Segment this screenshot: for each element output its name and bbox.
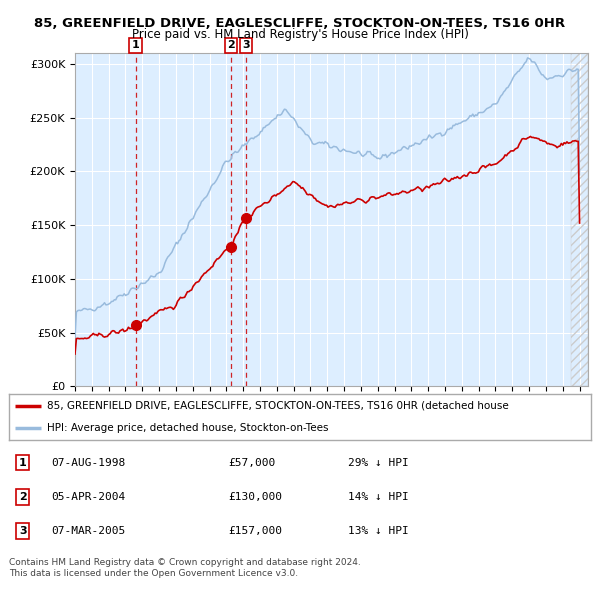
Text: 07-AUG-1998: 07-AUG-1998 [51, 458, 125, 467]
Text: 1: 1 [19, 458, 26, 467]
Text: £157,000: £157,000 [228, 526, 282, 536]
Text: 14% ↓ HPI: 14% ↓ HPI [348, 492, 409, 502]
Text: £130,000: £130,000 [228, 492, 282, 502]
Text: 2: 2 [227, 40, 235, 50]
Text: 2: 2 [19, 492, 26, 502]
Text: This data is licensed under the Open Government Licence v3.0.: This data is licensed under the Open Gov… [9, 569, 298, 578]
Text: 07-MAR-2005: 07-MAR-2005 [51, 526, 125, 536]
Text: £57,000: £57,000 [228, 458, 275, 467]
Text: 85, GREENFIELD DRIVE, EAGLESCLIFFE, STOCKTON-ON-TEES, TS16 0HR (detached house: 85, GREENFIELD DRIVE, EAGLESCLIFFE, STOC… [47, 401, 509, 411]
Text: HPI: Average price, detached house, Stockton-on-Tees: HPI: Average price, detached house, Stoc… [47, 423, 328, 433]
Text: 3: 3 [19, 526, 26, 536]
Text: 29% ↓ HPI: 29% ↓ HPI [348, 458, 409, 467]
Text: Contains HM Land Registry data © Crown copyright and database right 2024.: Contains HM Land Registry data © Crown c… [9, 558, 361, 566]
Text: 85, GREENFIELD DRIVE, EAGLESCLIFFE, STOCKTON-ON-TEES, TS16 0HR: 85, GREENFIELD DRIVE, EAGLESCLIFFE, STOC… [34, 17, 566, 30]
Text: 3: 3 [242, 40, 250, 50]
Text: 13% ↓ HPI: 13% ↓ HPI [348, 526, 409, 536]
Text: 1: 1 [131, 40, 139, 50]
Text: 05-APR-2004: 05-APR-2004 [51, 492, 125, 502]
Text: Price paid vs. HM Land Registry's House Price Index (HPI): Price paid vs. HM Land Registry's House … [131, 28, 469, 41]
